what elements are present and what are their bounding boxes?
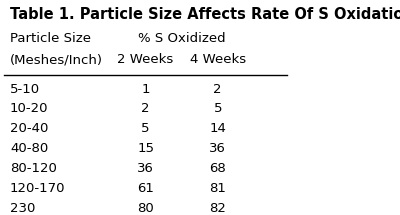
Text: 36: 36: [137, 162, 154, 175]
Text: 68: 68: [209, 162, 226, 175]
Text: 5: 5: [214, 102, 222, 115]
Text: 5: 5: [141, 122, 150, 135]
Text: 80-120: 80-120: [10, 162, 57, 175]
Text: 15: 15: [137, 142, 154, 155]
Text: 230: 230: [10, 202, 36, 215]
Text: % S Oxidized: % S Oxidized: [138, 32, 226, 46]
Text: 5-10: 5-10: [10, 83, 40, 96]
Text: 82: 82: [209, 202, 226, 215]
Text: 2: 2: [141, 102, 150, 115]
Text: 10-20: 10-20: [10, 102, 48, 115]
Text: Table 1. Particle Size Affects Rate Of S Oxidation.: Table 1. Particle Size Affects Rate Of S…: [10, 7, 400, 22]
Text: 80: 80: [137, 202, 154, 215]
Text: 40-80: 40-80: [10, 142, 48, 155]
Text: 120-170: 120-170: [10, 182, 66, 195]
Text: (Meshes/Inch): (Meshes/Inch): [10, 53, 103, 66]
Text: 14: 14: [209, 122, 226, 135]
Text: 2: 2: [214, 83, 222, 96]
Text: 61: 61: [137, 182, 154, 195]
Text: 4 Weeks: 4 Weeks: [190, 53, 246, 66]
Text: 36: 36: [209, 142, 226, 155]
Text: 1: 1: [141, 83, 150, 96]
Text: 2 Weeks: 2 Weeks: [118, 53, 174, 66]
Text: 81: 81: [209, 182, 226, 195]
Text: 20-40: 20-40: [10, 122, 48, 135]
Text: Particle Size: Particle Size: [10, 32, 91, 46]
